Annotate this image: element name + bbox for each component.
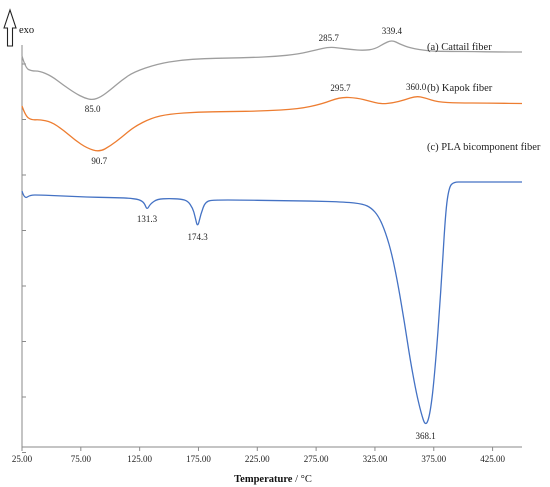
- peak-label: 131.3: [137, 214, 158, 224]
- peak-label: 339.4: [382, 26, 403, 36]
- x-tick-label: 25.00: [12, 454, 33, 464]
- series-label-pla: (c) PLA bicomponent fiber: [427, 142, 541, 153]
- peak-labels: 85.0 285.7 339.4 90.7 295.7 360.0 131.3 174.3 36…: [85, 26, 436, 441]
- series-layer: [21, 40, 523, 425]
- x-tick-label: 425.00: [480, 454, 505, 464]
- x-tick-label: 375.00: [421, 454, 446, 464]
- x-tick-label: 325.00: [363, 454, 388, 464]
- series-line-0: [21, 40, 522, 101]
- peak-label: 360.0: [406, 82, 427, 92]
- peak-label: 90.7: [91, 156, 107, 166]
- peak-label: 295.7: [330, 83, 351, 93]
- x-tick-label: 175.00: [186, 454, 211, 464]
- x-tick-label: 225.00: [245, 454, 270, 464]
- x-axis-label-unit: / °C: [292, 474, 311, 485]
- y-ticks: [22, 63, 26, 453]
- x-tick-label: 275.00: [304, 454, 329, 464]
- x-axis-label-bold: Temperature: [234, 474, 293, 485]
- x-axis-label: Temperature / °C: [234, 474, 312, 485]
- exo-arrow-icon: [3, 8, 17, 47]
- x-tick-label: 125.00: [127, 454, 152, 464]
- x-ticks: 25.00 75.00 125.00 175.00 225.00 275.00 325.00…: [12, 447, 505, 464]
- y-axis-label: exo: [19, 25, 34, 36]
- peak-label: 174.3: [188, 232, 209, 242]
- series-line-1: [21, 96, 523, 152]
- peak-label: 285.7: [319, 33, 340, 43]
- x-tick-label: 75.00: [71, 454, 92, 464]
- peak-label: 85.0: [85, 104, 101, 114]
- series-line-2: [21, 181, 522, 425]
- peak-label: 368.1: [416, 431, 436, 441]
- series-label-cattail: (a) Cattail fiber: [427, 42, 492, 53]
- series-label-kapok: (b) Kapok fiber: [427, 83, 493, 94]
